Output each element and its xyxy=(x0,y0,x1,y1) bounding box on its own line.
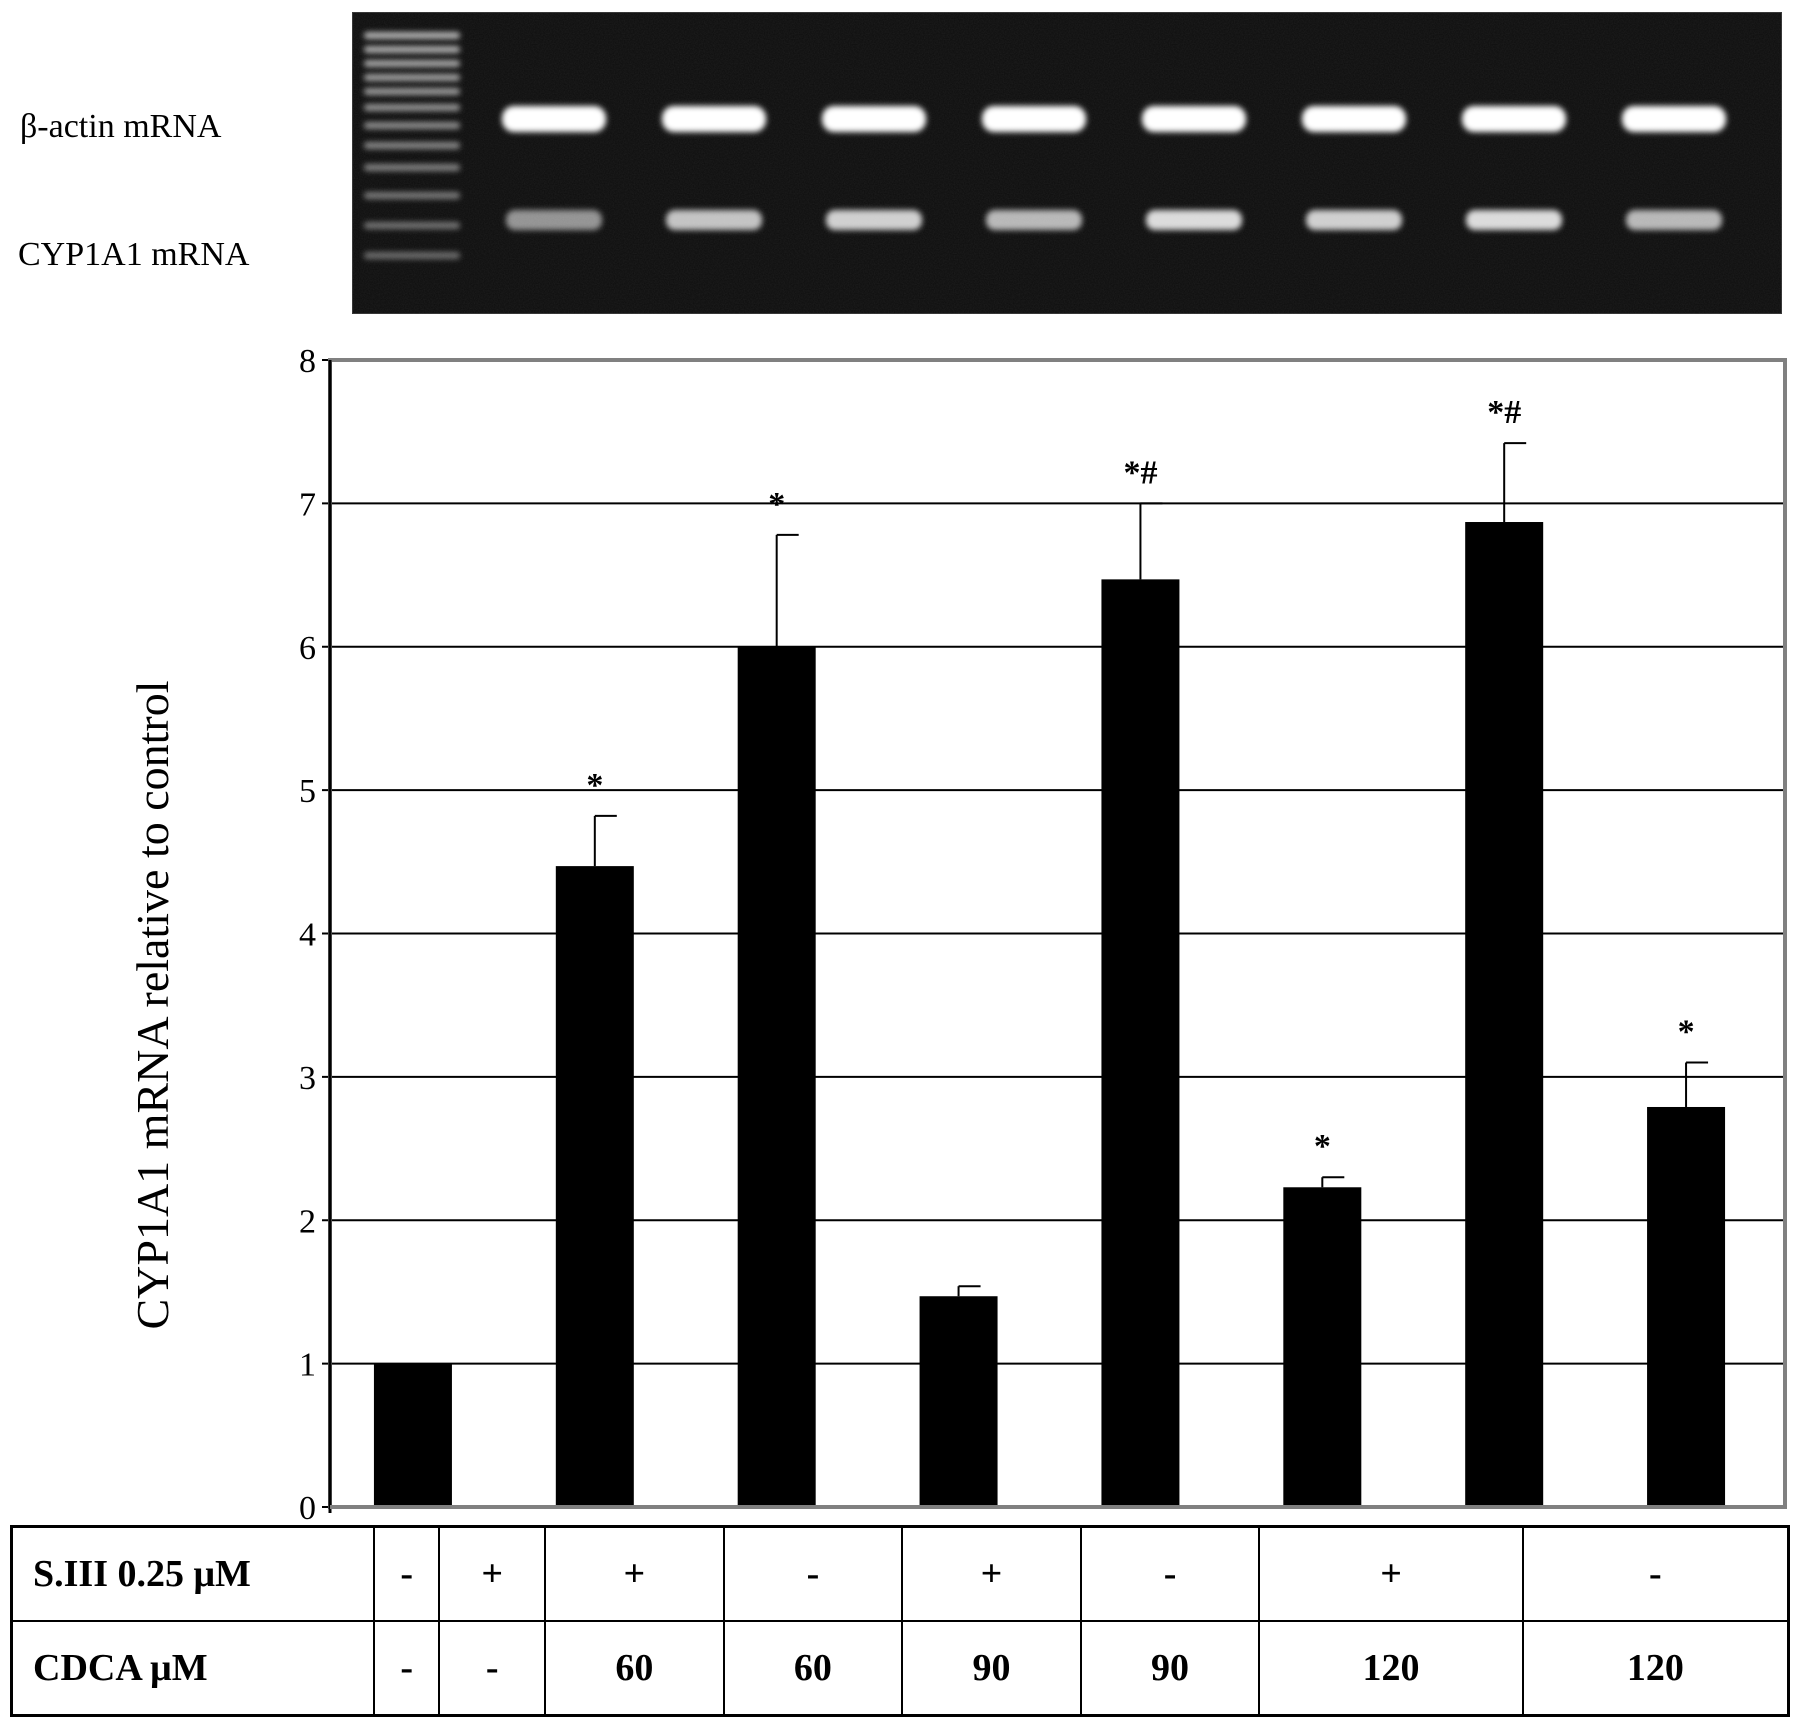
cyp1a1-band xyxy=(986,210,1082,230)
table-cell: 60 xyxy=(544,1620,725,1717)
ladder-band xyxy=(364,252,460,259)
y-tick-label: 2 xyxy=(299,1203,316,1240)
table-cell: + xyxy=(901,1525,1082,1622)
gridlines xyxy=(330,502,1785,1365)
table-cell: - xyxy=(722,1525,904,1622)
y-axis-label: CYP1A1 mRNA relative to control xyxy=(127,680,178,1329)
bar xyxy=(373,1363,452,1507)
table-row-cdca: CDCA μM - - 60 60 90 90 120 120 xyxy=(10,1620,1790,1717)
ladder-band xyxy=(364,192,460,199)
cyp1a1-band xyxy=(506,210,602,230)
ladder-band xyxy=(364,32,460,39)
row-label: CDCA μM xyxy=(10,1620,375,1717)
actin-band xyxy=(502,106,606,132)
bar xyxy=(919,1296,998,1507)
error-bars xyxy=(593,442,1709,1297)
row-label: S.III 0.25 μM xyxy=(10,1525,375,1622)
table-cell: + xyxy=(438,1525,547,1622)
gel-lanes xyxy=(502,106,1726,230)
ladder-band xyxy=(364,88,460,95)
treatment-table: S.III 0.25 μM - + + - + - + - CDCA μM - … xyxy=(10,1525,1790,1717)
y-tick-label: 7 xyxy=(299,486,316,523)
ladder-band xyxy=(364,74,460,81)
significance-label: * xyxy=(1678,1014,1695,1051)
bar-chart: CYP1A1 mRNA relative to control 0 1 2 3 4 5 6 7… xyxy=(127,343,1787,1525)
cyp1a1-band xyxy=(1626,210,1722,230)
actin-band xyxy=(1142,106,1246,132)
cyp1a1-band xyxy=(826,210,922,230)
table-cell: - xyxy=(1079,1525,1261,1622)
y-tick-label: 0 xyxy=(299,1490,316,1525)
actin-band xyxy=(1302,106,1406,132)
cyp1a1-band xyxy=(666,210,762,230)
table-cell: 90 xyxy=(1079,1620,1261,1717)
actin-band xyxy=(1622,106,1726,132)
gel-label-beta-actin: β-actin mRNA xyxy=(20,108,222,145)
ladder-band xyxy=(364,164,460,171)
table-cell: - xyxy=(372,1525,441,1622)
significance-annotations: * * *# * *# * xyxy=(586,394,1694,1165)
table-cell: 90 xyxy=(901,1620,1082,1717)
table-cell: + xyxy=(1258,1525,1524,1622)
ladder-band xyxy=(364,142,460,149)
significance-label: * xyxy=(586,767,603,804)
cyp1a1-band xyxy=(1306,210,1402,230)
significance-label: * xyxy=(768,486,785,523)
gel-ladder xyxy=(364,32,460,259)
bars xyxy=(373,522,1726,1507)
bar xyxy=(737,646,816,1507)
ladder-band xyxy=(364,104,460,111)
gel-label-cyp1a1: CYP1A1 mRNA xyxy=(18,236,250,273)
significance-label: * xyxy=(1314,1128,1331,1165)
y-tick-label: 4 xyxy=(299,917,316,954)
cyp1a1-band xyxy=(1146,210,1242,230)
table-cell: + xyxy=(544,1525,725,1622)
y-axis-ticks: 0 1 2 3 4 5 6 7 8 xyxy=(299,343,330,1525)
cyp1a1-band xyxy=(1466,210,1562,230)
actin-band xyxy=(1462,106,1566,132)
gel-image xyxy=(352,12,1782,314)
table-cell: - xyxy=(438,1620,547,1717)
table-cell: - xyxy=(1521,1525,1790,1622)
actin-band xyxy=(822,106,926,132)
bar xyxy=(1465,522,1544,1507)
table-row-siii: S.III 0.25 μM - + + - + - + - xyxy=(10,1525,1790,1622)
bar xyxy=(1647,1106,1726,1507)
bar xyxy=(1101,579,1180,1507)
y-tick-label: 5 xyxy=(299,773,316,810)
ladder-band xyxy=(364,60,460,67)
y-tick-label: 6 xyxy=(299,630,316,667)
table-cell: 60 xyxy=(722,1620,904,1717)
bar xyxy=(555,866,634,1507)
actin-band xyxy=(662,106,766,132)
ladder-band xyxy=(364,122,460,129)
table-cell: - xyxy=(372,1620,441,1717)
table-cell: 120 xyxy=(1521,1620,1790,1717)
y-tick-label: 3 xyxy=(299,1060,316,1097)
ladder-band xyxy=(364,46,460,53)
significance-label: *# xyxy=(1487,394,1521,431)
y-tick-label: 1 xyxy=(299,1347,316,1384)
actin-band xyxy=(982,106,1086,132)
significance-label: *# xyxy=(1123,454,1157,491)
table-cell: 120 xyxy=(1258,1620,1524,1717)
bar xyxy=(1283,1187,1362,1507)
y-tick-label: 8 xyxy=(299,343,316,380)
ladder-band xyxy=(364,222,460,229)
